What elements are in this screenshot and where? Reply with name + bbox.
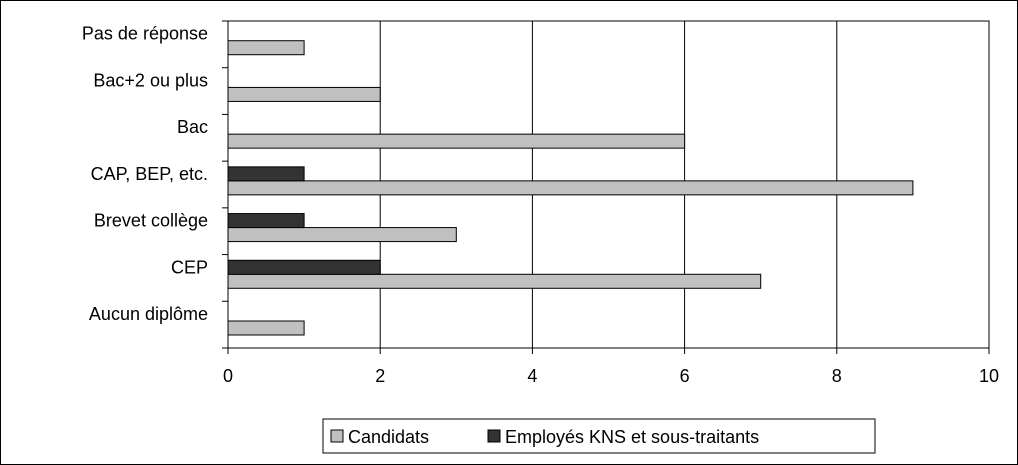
legend-label: Candidats [348,427,429,447]
bar-employes [227,213,305,229]
x-tick-label: 8 [832,366,842,386]
bar-candidats [227,320,305,336]
legend-swatch [330,429,344,443]
category-label: CEP [171,257,208,277]
legend-swatch [487,429,501,443]
category-label: Aucun diplôme [89,304,208,324]
bar-candidats [227,40,305,56]
x-tick-label: 2 [375,366,385,386]
legend: Candidats Employés KNS et sous-traitants [322,418,876,454]
legend-item-candidats: Candidats [330,427,429,447]
bar-candidats [227,273,762,289]
tick-labels: 0 2 4 6 8 10 [223,366,999,386]
bar-employes [227,259,381,275]
axes [222,20,990,354]
x-tick-label: 10 [979,366,999,386]
legend-box [322,418,876,454]
legend-item-employes: Employés KNS et sous-traitants [487,427,759,447]
bar-candidats [227,86,381,102]
category-labels: Aucun diplôme CEP Brevet collège CAP, BEP, … [82,24,208,324]
x-tick-label: 6 [680,366,690,386]
category-label: Pas de réponse [82,24,208,44]
bar-candidats [227,227,457,243]
bars [227,40,914,336]
legend-label: Employés KNS et sous-traitants [505,427,759,447]
bar-employes [227,166,305,182]
bar-candidats [227,133,686,149]
x-tick-label: 0 [223,366,233,386]
bar-candidats [227,180,914,196]
category-label: Brevet collège [94,211,208,231]
category-label: Bac+2 ou plus [93,70,208,90]
category-label: CAP, BEP, etc. [91,164,208,184]
x-tick-label: 4 [527,366,537,386]
category-label: Bac [177,117,208,137]
